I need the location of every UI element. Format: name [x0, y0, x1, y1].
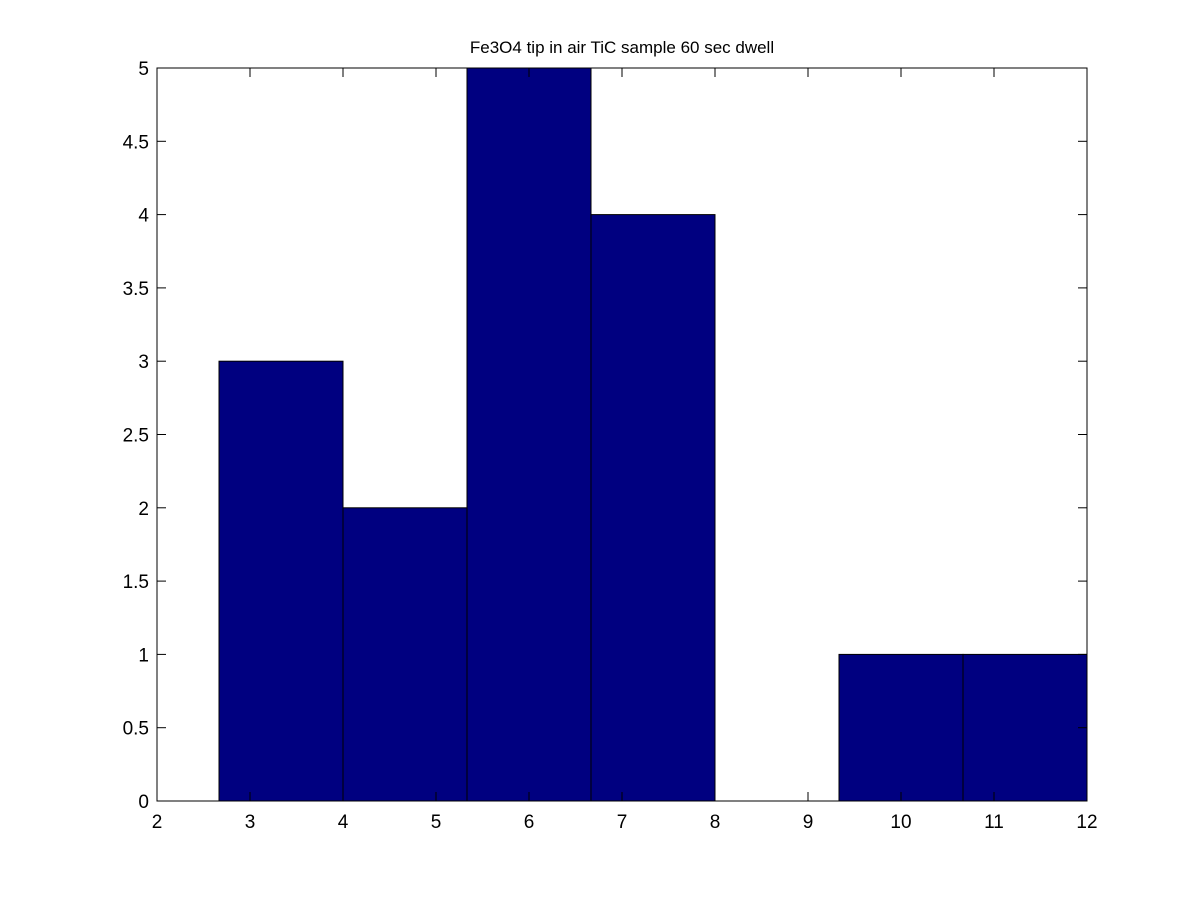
y-tick-label: 1.5 [123, 572, 149, 593]
y-tick-label: 5 [138, 59, 149, 80]
histogram-bar [342, 507, 468, 802]
x-tick-label: 9 [803, 812, 814, 833]
y-tick-label: 0.5 [123, 719, 149, 740]
y-tick-label: 4.5 [123, 132, 149, 153]
x-tick-label: 8 [710, 812, 721, 833]
x-tick-label: 3 [245, 812, 256, 833]
x-tick-label: 4 [338, 812, 349, 833]
x-tick-label: 11 [984, 812, 1004, 833]
bars-layer [218, 67, 1088, 802]
x-tick-label: 10 [890, 812, 911, 833]
histogram-bar [466, 67, 592, 802]
x-tick-label: 7 [617, 812, 628, 833]
y-tick-label: 3 [138, 352, 149, 373]
x-tick-label: 2 [152, 812, 163, 833]
histogram-bar [590, 214, 716, 802]
y-tick-label: 1 [138, 645, 149, 666]
histogram-bar [218, 360, 344, 802]
x-tick-label: 12 [1076, 812, 1097, 833]
y-tick-label: 0 [138, 792, 149, 813]
histogram-bar [838, 653, 964, 802]
ticks-layer: 2 3 4 5 6 7 8 9 10 11 12 0 0.5 1 1.5 2 2.5 3 3.5 4 4.5 5 [123, 59, 1098, 833]
x-tick-label: 6 [524, 812, 535, 833]
y-tick-label: 2 [138, 499, 149, 520]
chart-title: Fe3O4 tip in air TiC sample 60 sec dwell [470, 38, 774, 57]
histogram-bar [962, 653, 1088, 802]
x-tick-label: 5 [431, 812, 442, 833]
y-tick-label: 3.5 [123, 279, 149, 300]
y-tick-label: 4 [138, 206, 149, 227]
y-tick-label: 2.5 [123, 426, 149, 447]
